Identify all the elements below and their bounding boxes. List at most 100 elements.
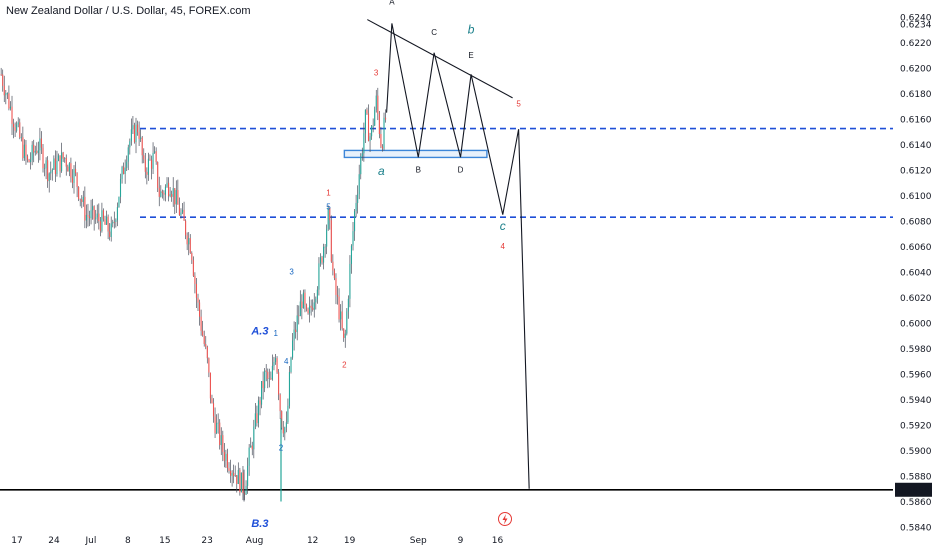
candle-body [357, 194, 359, 203]
candle-body [9, 106, 12, 109]
candle-body [133, 125, 136, 143]
candle-body [67, 166, 69, 172]
candle-body [132, 125, 134, 130]
trendline[interactable] [367, 19, 513, 99]
candle-body [299, 301, 301, 317]
candle-body [200, 316, 202, 331]
candle-body [236, 475, 238, 484]
candle-body [39, 138, 41, 151]
candle-body [220, 435, 222, 446]
candle-body [62, 152, 64, 159]
support-zone[interactable] [343, 149, 488, 159]
candle-body [129, 141, 131, 148]
x-tick-label: 12 [307, 536, 318, 546]
candle-body [33, 144, 35, 153]
candle-body [217, 422, 219, 424]
candle-body [219, 422, 221, 446]
candle-body [157, 161, 159, 188]
y-tick-label: 0.62347 [900, 20, 932, 30]
candle-body [150, 159, 153, 169]
candle-body [186, 235, 188, 245]
candle-body [318, 263, 320, 290]
candle-body [310, 305, 312, 308]
candle-body [144, 159, 146, 172]
candle-body [45, 160, 47, 169]
candle-body [259, 400, 261, 405]
candle-body [172, 188, 174, 197]
candle-body [340, 311, 342, 320]
candle-body [363, 133, 365, 154]
candle-body [26, 156, 29, 160]
chart-title: New Zealand Dollar / U.S. Dollar, 45, FO… [6, 5, 251, 17]
candle-body [295, 329, 297, 333]
candle-body [197, 297, 199, 303]
candle-body [61, 152, 63, 172]
candle-body [228, 468, 230, 471]
candle-body [126, 161, 128, 168]
projection-path[interactable] [386, 23, 530, 489]
candle-body [214, 416, 216, 434]
candle-body [174, 188, 176, 205]
candle-body [380, 134, 382, 147]
candle-body [34, 150, 36, 153]
candle-body [189, 238, 191, 253]
candle-body [288, 372, 291, 406]
x-tick-label: Sep [410, 536, 427, 546]
candle-body [161, 191, 163, 193]
candle-body [119, 178, 122, 197]
candle-body [301, 301, 303, 309]
x-tick-label: 15 [159, 536, 170, 546]
wave-label: a [378, 164, 385, 178]
candle-body [383, 117, 385, 149]
x-tick-label: 9 [458, 536, 464, 546]
x-tick-label: Jul [84, 536, 96, 546]
candle-body [302, 292, 304, 309]
candle-body [140, 137, 142, 139]
candle-body [93, 206, 95, 220]
candle-body [47, 160, 49, 182]
candle-body [92, 206, 94, 211]
candle-body [341, 311, 343, 329]
candle-body [276, 358, 278, 373]
candle-body [366, 109, 368, 114]
candle-body [367, 113, 370, 142]
candle-body [313, 302, 315, 310]
wave-label: 2 [279, 444, 284, 453]
candle-body [6, 93, 8, 95]
candle-body [101, 210, 103, 231]
candle-body [31, 144, 33, 161]
candle-body [36, 150, 38, 153]
candle-body [243, 493, 246, 495]
candle-body [135, 124, 137, 143]
candle-body [223, 452, 225, 461]
candle-body [124, 167, 126, 175]
candle-body [253, 426, 255, 450]
candle-body [138, 132, 140, 139]
candle-body [335, 278, 337, 295]
candle-body [369, 136, 371, 142]
candle-body [264, 370, 266, 389]
candle-body [321, 257, 323, 263]
candle-body [53, 158, 55, 170]
candle-body [64, 157, 66, 159]
wave-label: A.3 [250, 325, 268, 337]
candle-body [309, 305, 311, 314]
wave-label: D [458, 166, 464, 175]
candle-body [315, 298, 317, 303]
x-tick-label: 17 [11, 536, 22, 546]
x-tick-label: 19 [344, 536, 356, 546]
candle-body [354, 211, 356, 232]
candle-body [107, 216, 109, 232]
candle-body [211, 398, 213, 404]
candle-body [271, 365, 273, 380]
candle-body [59, 155, 61, 172]
candle-body [282, 427, 284, 434]
flash-icon[interactable] [498, 512, 512, 526]
